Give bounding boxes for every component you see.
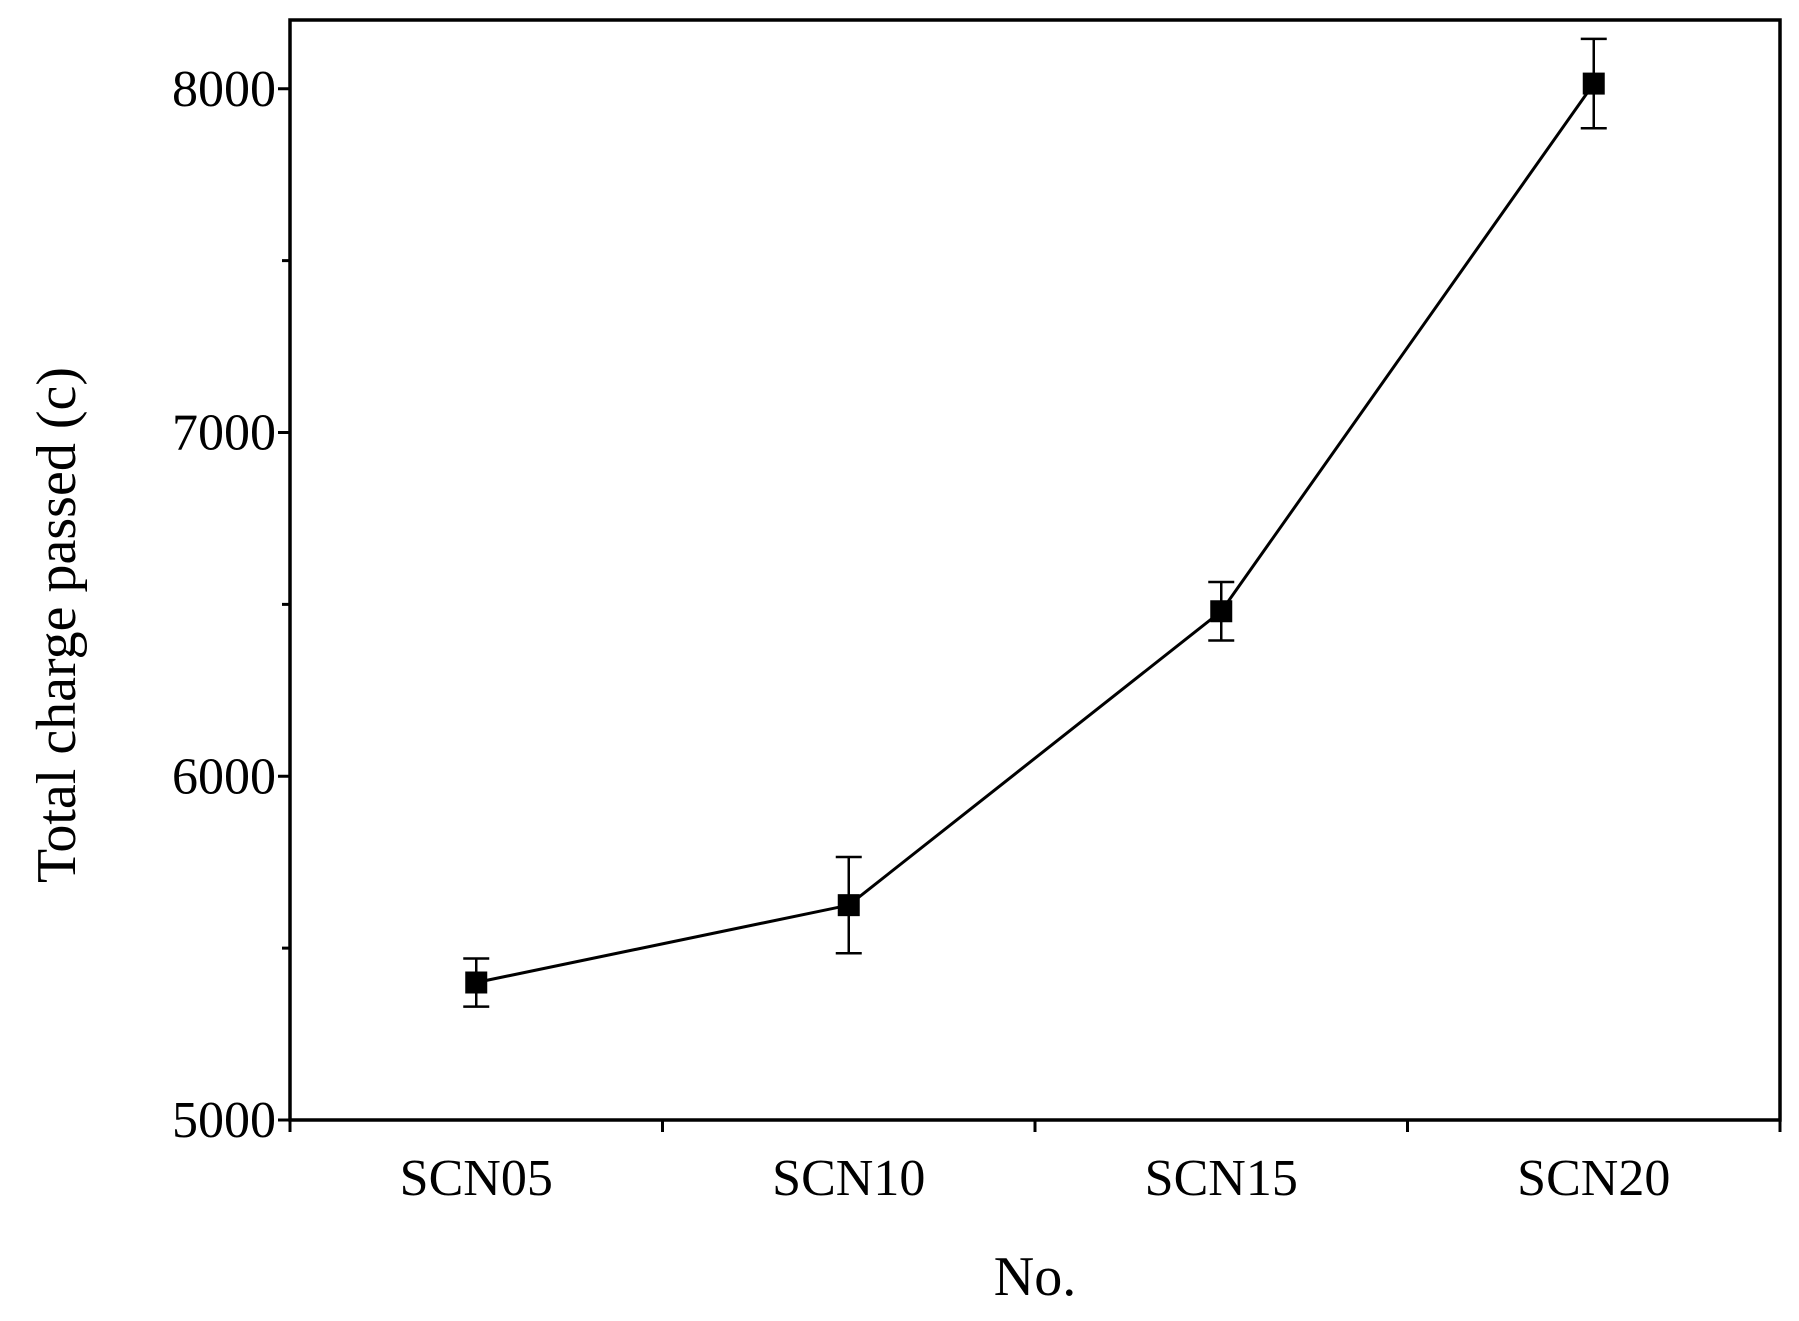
- data-point: [837, 894, 860, 917]
- x-axis-title: No.: [994, 1246, 1076, 1308]
- x-tick-label: SCN10: [772, 1150, 925, 1207]
- y-tick-label: 8000: [172, 61, 276, 118]
- x-tick-label: SCN05: [400, 1150, 553, 1207]
- y-tick-label: 6000: [172, 748, 276, 805]
- axis-ticks-layer: 5000 6000 7000 8000 SCN05 SCN10 SCN15 SCN20: [172, 61, 1782, 1207]
- x-tick-label: SCN15: [1145, 1150, 1298, 1207]
- y-tick-label: 5000: [172, 1092, 276, 1149]
- series-line: [475, 82, 1595, 984]
- data-point: [465, 971, 488, 994]
- x-tick-label: SCN20: [1517, 1150, 1670, 1207]
- y-axis-title: Total charge passed (c): [26, 367, 88, 883]
- y-tick-label: 7000: [172, 405, 276, 462]
- data-point: [1210, 600, 1233, 623]
- data-point: [1582, 72, 1605, 95]
- series-layer: [463, 37, 1607, 1008]
